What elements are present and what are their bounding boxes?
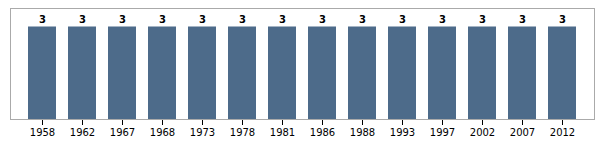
svg-text:3: 3 (199, 14, 206, 25)
svg-text:3: 3 (519, 14, 526, 25)
svg-text:3: 3 (479, 14, 486, 25)
svg-text:3: 3 (239, 14, 246, 25)
svg-text:1967: 1967 (110, 127, 135, 138)
svg-text:3: 3 (559, 14, 566, 25)
svg-text:3: 3 (119, 14, 126, 25)
svg-text:3: 3 (39, 14, 46, 25)
svg-text:3: 3 (399, 14, 406, 25)
svg-text:2007: 2007 (510, 127, 535, 138)
svg-text:1962: 1962 (70, 127, 95, 138)
svg-text:1968: 1968 (150, 127, 175, 138)
svg-text:3: 3 (439, 14, 446, 25)
svg-text:2002: 2002 (470, 127, 495, 138)
svg-text:3: 3 (279, 14, 286, 25)
svg-text:1988: 1988 (350, 127, 375, 138)
svg-text:1973: 1973 (190, 127, 215, 138)
svg-text:1958: 1958 (30, 127, 55, 138)
svg-text:1997: 1997 (430, 127, 455, 138)
svg-text:1981: 1981 (270, 127, 295, 138)
svg-text:3: 3 (79, 14, 86, 25)
svg-text:3: 3 (319, 14, 326, 25)
svg-text:3: 3 (159, 14, 166, 25)
svg-text:2012: 2012 (550, 127, 575, 138)
svg-text:3: 3 (359, 14, 366, 25)
svg-text:1986: 1986 (310, 127, 335, 138)
svg-text:1978: 1978 (230, 127, 255, 138)
svg-text:1993: 1993 (390, 127, 415, 138)
